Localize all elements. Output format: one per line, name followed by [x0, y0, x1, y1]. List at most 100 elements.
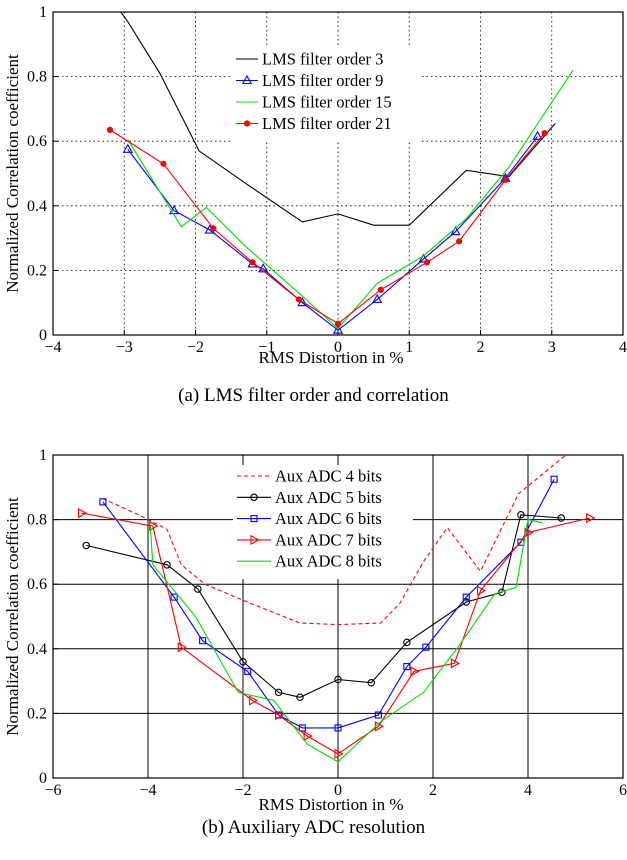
series-3-point: [550, 475, 558, 483]
series-line-5: [149, 518, 543, 763]
legend-label-2: Aux ADC 5 bits: [275, 488, 382, 507]
series-3-point: [422, 643, 430, 651]
series-3-point: [244, 667, 252, 675]
x-tick-label: 3: [548, 339, 556, 356]
series-4-point: [450, 658, 461, 669]
series-4-point: [334, 748, 344, 759]
x-tick-label: 4: [524, 782, 532, 799]
series-line-1: [102, 455, 567, 626]
series-line-4: [109, 129, 546, 325]
x-axis-label: RMS Distortion in %: [259, 348, 404, 367]
x-tick-label: −3: [116, 339, 133, 356]
y-tick-label: 0.6: [27, 576, 47, 593]
x-tick-label: 6: [619, 782, 627, 799]
y-tick-label: 1: [39, 4, 47, 21]
series-line-3: [127, 69, 574, 330]
series-2-point: [296, 693, 304, 702]
x-axis-label: RMS Distortion in %: [259, 795, 404, 814]
legend-label-3: LMS filter order 15: [262, 93, 392, 112]
legend-marker-3: [250, 515, 258, 523]
series-4-point: [295, 296, 302, 303]
series-3-point: [170, 593, 178, 601]
series-4-point: [106, 126, 114, 133]
series-4-point: [275, 709, 285, 721]
series-2-point: [194, 585, 202, 593]
legend-marker-4: [243, 120, 251, 127]
y-tick-label: 0.2: [27, 262, 47, 279]
series-4-point: [524, 527, 534, 538]
y-tick-label: 0: [39, 770, 47, 787]
series-2-point: [403, 638, 411, 647]
x-tick-label: −2: [187, 339, 204, 356]
x-tick-label: −6: [44, 782, 61, 799]
chart-a: −4 −3 −2 −1 0 1 2 3 4 0 0.2 0.4 0.6 0.8 1 RMS Distortio…: [0, 0, 627, 420]
series-line-1: [120, 12, 556, 226]
series-3-point: [334, 724, 342, 732]
x-tick-label: 0: [334, 782, 342, 799]
series-4-point: [177, 642, 187, 653]
y-tick-label: 0.2: [27, 705, 47, 722]
chart-b-svg: −6 −4 −2 0 2 4 6 0 0.2 0.4 0.6 0.8 1 RMS Distortion i…: [3, 447, 627, 814]
y-tick-label: 0.8: [27, 512, 47, 529]
y-tick-label: 0.6: [27, 133, 47, 150]
series-line-4: [81, 512, 590, 755]
series-4-point: [303, 730, 313, 742]
series-line-3: [102, 478, 555, 729]
legend-marker-4: [250, 534, 260, 546]
legend-label-5: Aux ADC 8 bits: [275, 552, 382, 571]
series-line-2: [127, 136, 538, 331]
series-2-point: [334, 675, 342, 684]
x-tick-label: −4: [139, 782, 156, 799]
y-tick-label: 0: [39, 327, 47, 344]
series-4-point: [210, 225, 217, 232]
caption-a: (a) LMS filter order and correlation: [178, 385, 449, 406]
series-4-point: [410, 666, 420, 677]
series-4-point: [77, 508, 88, 519]
series-2-point: [372, 293, 383, 304]
x-tick-label: 2: [429, 782, 437, 799]
caption-b: (b) Auxiliary ADC resolution: [201, 817, 426, 838]
series-3-point: [374, 711, 382, 719]
legend-marker-2: [241, 74, 253, 85]
series-4-point: [334, 320, 342, 327]
series-2-point: [532, 130, 543, 140]
series-2-point: [168, 205, 180, 215]
series-3-point: [298, 724, 306, 732]
legend-label-3: Aux ADC 6 bits: [275, 509, 382, 528]
series-2-point: [258, 263, 269, 273]
legend-label-4: LMS filter order 21: [262, 114, 392, 133]
series-4-point: [149, 520, 159, 532]
x-tick-label: −2: [234, 782, 251, 799]
legend-label-4: Aux ADC 7 bits: [275, 530, 382, 549]
x-tick-label: −4: [44, 339, 61, 356]
series-2-point: [239, 657, 247, 666]
series-2-point: [450, 226, 461, 236]
legend-label-1: LMS filter order 3: [262, 50, 383, 69]
series-group: [77, 455, 596, 763]
y-tick-label: 0.4: [27, 641, 47, 658]
y-tick-label: 0.4: [27, 198, 47, 215]
series-4-point: [249, 259, 256, 266]
y-tick-label: 0.8: [27, 69, 47, 86]
series-4-point: [456, 238, 463, 245]
series-2-point: [367, 678, 375, 687]
series-4-point: [160, 160, 167, 167]
x-tick-label: 1: [405, 339, 413, 356]
series-3-point: [403, 663, 411, 671]
x-tick-label: 2: [477, 339, 485, 356]
x-tick-label: −1: [258, 339, 275, 356]
legend-marker-2: [250, 493, 258, 502]
series-2-point: [82, 541, 91, 550]
series-2-point: [557, 514, 565, 522]
y-tick-label: 1: [39, 447, 47, 464]
legend-label-1: Aux ADC 4 bits: [275, 467, 382, 486]
legend: Aux ADC 4 bits Aux ADC 5 bits Aux ADC 6 bi…: [233, 465, 413, 579]
legend-label-2: LMS filter order 9: [262, 71, 383, 90]
y-axis-label: Normalized Correlation coefficient: [3, 54, 22, 293]
series-4-point: [377, 286, 384, 293]
series-3-point: [199, 637, 207, 645]
x-tick-label: 0: [334, 339, 342, 356]
legend: LMS filter order 3 LMS filter order 9 LMS …: [232, 48, 422, 142]
series-3-point: [462, 593, 470, 601]
